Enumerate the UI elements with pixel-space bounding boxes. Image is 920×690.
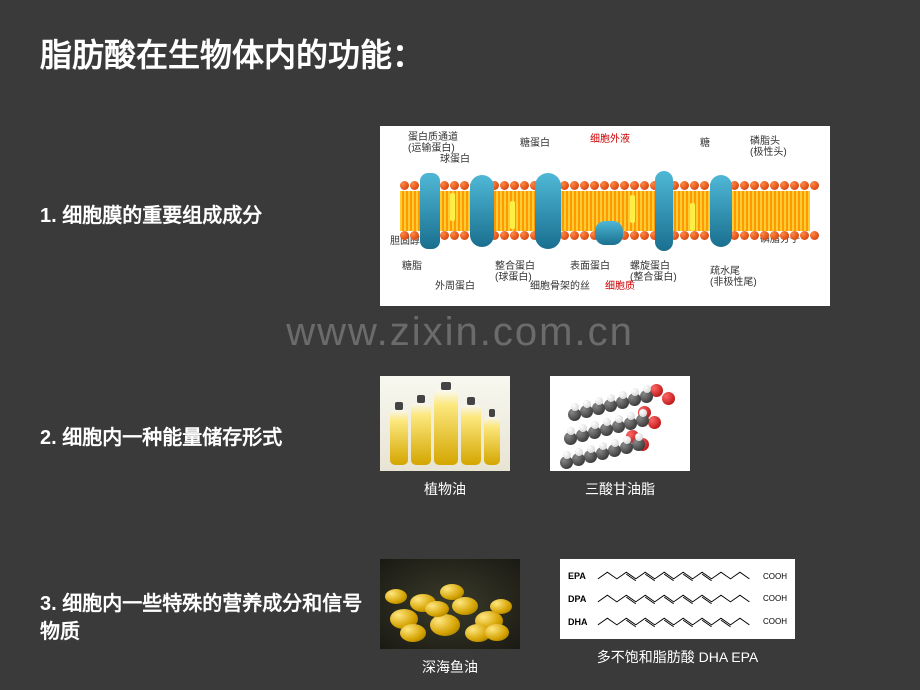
point-3: 3. 细胞内一些特殊的营养成分和信号物质	[40, 590, 380, 646]
point-1: 1. 细胞膜的重要组成成分	[40, 202, 380, 230]
membrane-protein-4	[595, 221, 623, 245]
row-2: 2. 细胞内一种能量储存形式 植物油 三酸甘油脂	[40, 376, 880, 499]
slide-title: 脂肪酸在生物体内的功能：	[40, 30, 880, 76]
membrane-label-globular: 球蛋白	[440, 154, 470, 165]
figure-fish-oil: 深海鱼油	[380, 559, 520, 677]
watermark: www.zixin.com.cn	[0, 310, 920, 355]
membrane-label-peripheral: 外周蛋白	[435, 281, 475, 292]
membrane-label-glycolipid: 糖脂	[402, 261, 422, 272]
membrane-label-protein-channel: 蛋白质通道 (运输蛋白)	[408, 132, 458, 154]
point-2: 2. 细胞内一种能量储存形式	[40, 424, 380, 452]
membrane-label-surface: 表面蛋白	[570, 261, 610, 272]
caption-triglyceride: 三酸甘油脂	[585, 479, 655, 499]
caption-fish-oil: 深海鱼油	[422, 657, 478, 677]
membrane-label-sugar: 糖	[700, 138, 710, 149]
row-1-figures: 蛋白质通道 (运输蛋白) 球蛋白 糖蛋白 细胞外液 糖 磷脂头 (极性头) 脂双…	[380, 126, 880, 306]
row-2-figures: 植物油 三酸甘油脂	[380, 376, 880, 499]
membrane-protein-2	[470, 175, 494, 247]
figure-triglyceride: 三酸甘油脂	[550, 376, 690, 499]
membrane-protein-6	[710, 175, 732, 247]
pufa-graphic: EPACOOHDPACOOHDHACOOH	[560, 559, 795, 639]
membrane-bilayer-graphic	[400, 181, 810, 241]
membrane-label-helical: 螺旋蛋白 (整合蛋白)	[630, 261, 677, 283]
figure-plant-oil: 植物油	[380, 376, 510, 499]
row-1: 1. 细胞膜的重要组成成分 蛋白质通道 (运输蛋白) 球蛋白 糖蛋白 细胞外液 …	[40, 126, 880, 306]
plant-oil-graphic	[380, 376, 510, 471]
membrane-label-integral: 整合蛋白 (球蛋白)	[495, 261, 535, 283]
caption-pufa: 多不饱和脂肪酸 DHA EPA	[597, 647, 759, 667]
cholesterol-4	[690, 203, 695, 231]
membrane-label-phospho-head: 磷脂头 (极性头)	[750, 136, 787, 158]
figure-pufa: EPACOOHDPACOOHDHACOOH 多不饱和脂肪酸 DHA EPA	[560, 559, 795, 667]
row-3: 3. 细胞内一些特殊的营养成分和信号物质 深海鱼油 EPACOOHDPACOOH…	[40, 559, 880, 677]
membrane-label-cytoskeleton: 细胞骨架的丝	[530, 281, 590, 292]
cholesterol-1	[450, 193, 455, 221]
slide: 脂肪酸在生物体内的功能： 1. 细胞膜的重要组成成分 蛋白质通道 (运输蛋白) …	[0, 0, 920, 690]
triglyceride-graphic	[550, 376, 690, 471]
cholesterol-2	[510, 201, 515, 229]
cholesterol-3	[630, 195, 635, 223]
row-3-figures: 深海鱼油 EPACOOHDPACOOHDHACOOH 多不饱和脂肪酸 DHA E…	[380, 559, 880, 677]
lipid-heads-top	[400, 181, 810, 191]
fish-oil-graphic	[380, 559, 520, 649]
membrane-diagram: 蛋白质通道 (运输蛋白) 球蛋白 糖蛋白 细胞外液 糖 磷脂头 (极性头) 脂双…	[380, 126, 830, 306]
membrane-label-glycoprotein: 糖蛋白	[520, 138, 550, 149]
membrane-protein-5	[655, 171, 673, 251]
caption-plant-oil: 植物油	[424, 479, 466, 499]
membrane-protein-3	[535, 173, 561, 249]
membrane-label-hydrophobic-tail: 疏水尾 (非极性尾)	[710, 266, 757, 288]
membrane-protein-1	[420, 173, 440, 249]
membrane-label-extracellular: 细胞外液	[590, 134, 630, 145]
